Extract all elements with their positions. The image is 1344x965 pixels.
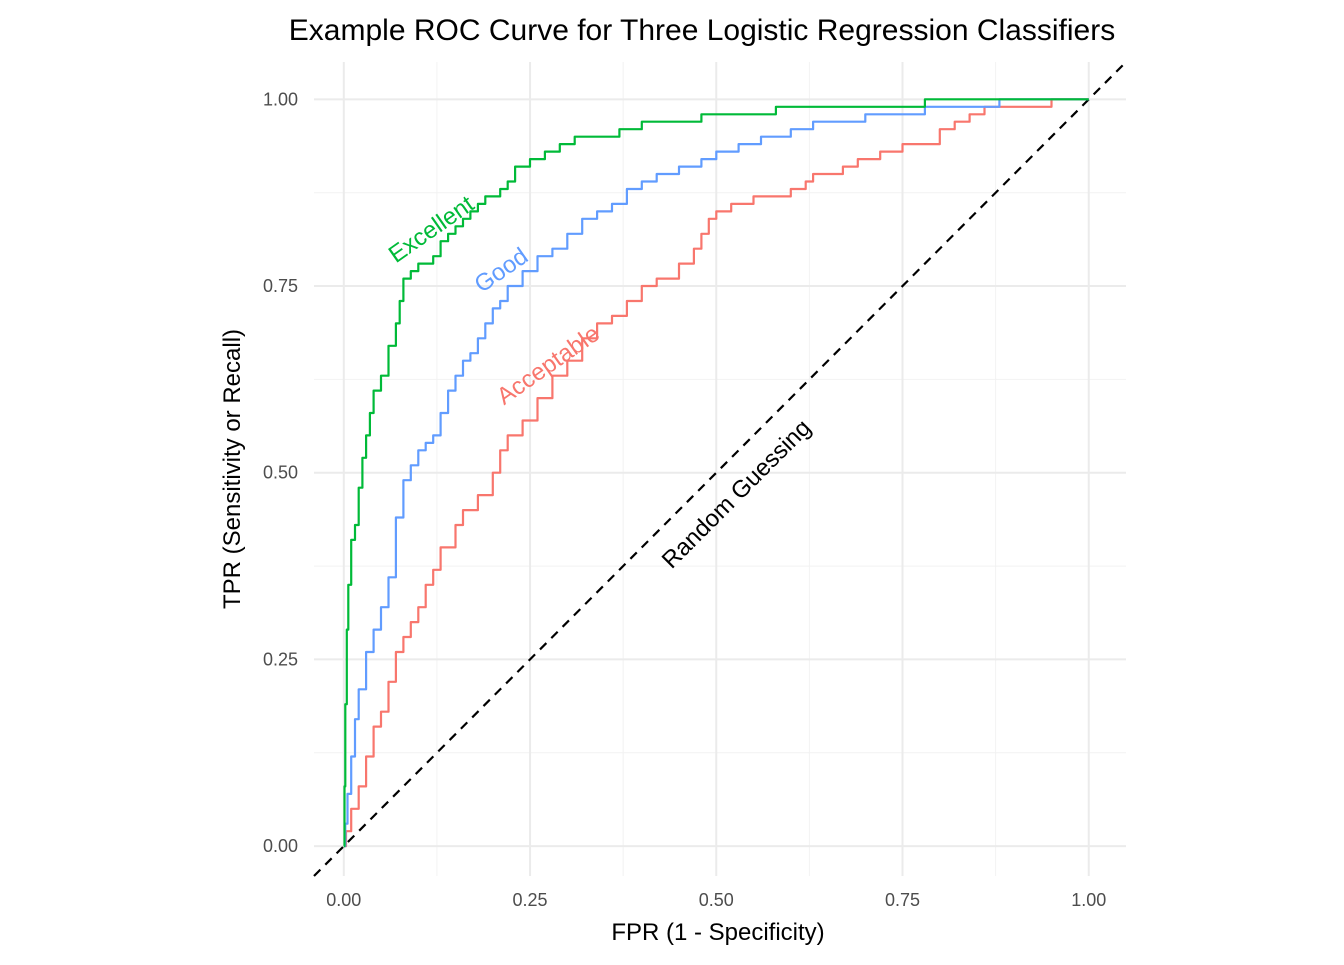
x-tick-label: 0.00	[326, 890, 361, 910]
x-axis-ticks: 0.00 0.25 0.50 0.75 1.00	[326, 890, 1106, 910]
y-axis-label: TPR (Sensitivity or Recall)	[219, 329, 246, 609]
x-tick-label: 0.75	[885, 890, 920, 910]
roc-curve-acceptable	[343, 98, 1089, 848]
annotation-good: Good	[470, 243, 534, 299]
x-axis-label: FPR (1 - Specificity)	[611, 919, 824, 946]
annotation-random-guessing: Random Guessing	[657, 414, 817, 574]
random-guessing-line	[313, 61, 1127, 877]
x-tick-label: 1.00	[1071, 890, 1106, 910]
reference-line-group	[313, 61, 1127, 877]
y-tick-label: 0.50	[263, 463, 298, 483]
y-tick-label: 0.75	[263, 276, 298, 296]
annotation-acceptable: Acceptable	[492, 320, 605, 410]
x-tick-label: 0.50	[699, 890, 734, 910]
annotation-excellent: Excellent	[384, 190, 480, 268]
y-tick-label: 1.00	[263, 89, 298, 109]
y-axis-ticks: 0.00 0.25 0.50 0.75 1.00	[263, 89, 298, 856]
roc-curve-good	[343, 98, 1089, 848]
x-tick-label: 0.25	[513, 890, 548, 910]
grid	[314, 62, 1126, 876]
series-group	[343, 98, 1089, 848]
roc-curve-excellent	[343, 98, 1089, 848]
chart-title: Example ROC Curve for Three Logistic Reg…	[289, 14, 1115, 47]
y-tick-label: 0.00	[263, 836, 298, 856]
y-tick-label: 0.25	[263, 649, 298, 669]
